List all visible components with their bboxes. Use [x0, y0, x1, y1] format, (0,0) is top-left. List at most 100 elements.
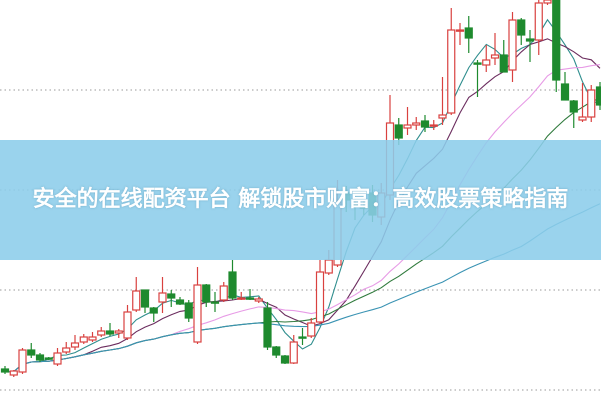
candle [534, 0, 543, 55]
candle [210, 292, 220, 312]
candle-body [482, 59, 491, 66]
candle [420, 115, 430, 132]
candle [482, 45, 491, 72]
candle-body [289, 341, 298, 364]
candle [237, 292, 246, 300]
candle [560, 72, 570, 101]
candle-body [27, 349, 36, 356]
candle [140, 289, 150, 313]
candle [403, 107, 412, 135]
candle [263, 302, 272, 350]
candle [543, 0, 552, 5]
candle-body [114, 330, 123, 334]
candle-body [219, 285, 228, 301]
candle-body [429, 124, 438, 127]
candle [132, 277, 141, 312]
candle-body [587, 89, 596, 118]
candle [595, 82, 601, 110]
candle [18, 348, 27, 374]
candle [70, 335, 80, 350]
candle [105, 323, 115, 336]
candle-body [70, 342, 80, 348]
candle-body [149, 307, 158, 314]
candle [202, 284, 211, 307]
candle-body [44, 357, 53, 360]
candle-body [202, 284, 211, 303]
candle-body [578, 116, 587, 121]
candle-body [569, 100, 578, 113]
candle [88, 332, 97, 342]
candle [272, 346, 281, 358]
candle-body [88, 336, 97, 341]
candle [27, 343, 36, 358]
candle-body [140, 289, 150, 308]
candle-body [132, 290, 141, 311]
candle-body [455, 29, 465, 32]
candle-body [79, 336, 88, 343]
candle [298, 328, 307, 345]
candle [429, 120, 438, 130]
candle [245, 289, 255, 300]
candle [315, 260, 325, 324]
candle-body [324, 259, 333, 274]
candle [228, 260, 237, 300]
candle-body [508, 19, 517, 71]
candle-body [18, 349, 27, 373]
banner-title: 安全的在线配资平台 解锁股市财富：高效股票策略指南 [32, 187, 569, 212]
candle [62, 342, 71, 354]
candle-body [280, 355, 290, 364]
candle [569, 100, 578, 128]
candle [175, 297, 185, 305]
candle [508, 12, 517, 82]
candle-body [0, 368, 10, 373]
candle-body [9, 370, 18, 376]
candle-body [560, 83, 570, 101]
candle-body [420, 120, 430, 128]
candle-body [193, 284, 202, 343]
candle-body [97, 330, 106, 336]
candle-body [403, 124, 412, 129]
candle-body [123, 311, 132, 339]
candle [123, 305, 132, 340]
candle [578, 83, 587, 122]
candle [44, 357, 53, 360]
candle [158, 277, 167, 313]
candle-body [394, 124, 403, 139]
candle [438, 77, 447, 125]
candle-body [534, 2, 543, 41]
candle [464, 16, 473, 53]
candle-body [184, 302, 193, 319]
candle-body [525, 38, 535, 42]
candle-body [499, 54, 508, 73]
candle [412, 117, 421, 130]
candle-body [473, 62, 482, 65]
candle-body [447, 29, 456, 114]
candle [149, 307, 158, 322]
candle-body [237, 297, 246, 300]
candle [219, 282, 228, 302]
candle [97, 327, 106, 337]
candle [587, 85, 596, 122]
candle-body [517, 19, 526, 36]
candle [455, 23, 465, 45]
candle-body [307, 322, 316, 337]
candle [552, 0, 561, 92]
candle-body [543, 0, 552, 4]
candle [473, 60, 482, 97]
candle [9, 370, 18, 377]
candle-body [552, 0, 561, 81]
candle-body [263, 307, 272, 348]
candle-body [105, 330, 115, 335]
moving-average-line [4, 38, 601, 373]
candle [53, 348, 62, 366]
candle [184, 300, 193, 322]
candle [490, 33, 500, 65]
candle [499, 40, 508, 73]
candle-body [228, 271, 237, 299]
candle [525, 30, 535, 62]
candle [167, 290, 176, 307]
candle-body [464, 27, 473, 39]
candle [254, 297, 263, 303]
candle-body [490, 54, 500, 59]
candle-body [245, 297, 255, 300]
